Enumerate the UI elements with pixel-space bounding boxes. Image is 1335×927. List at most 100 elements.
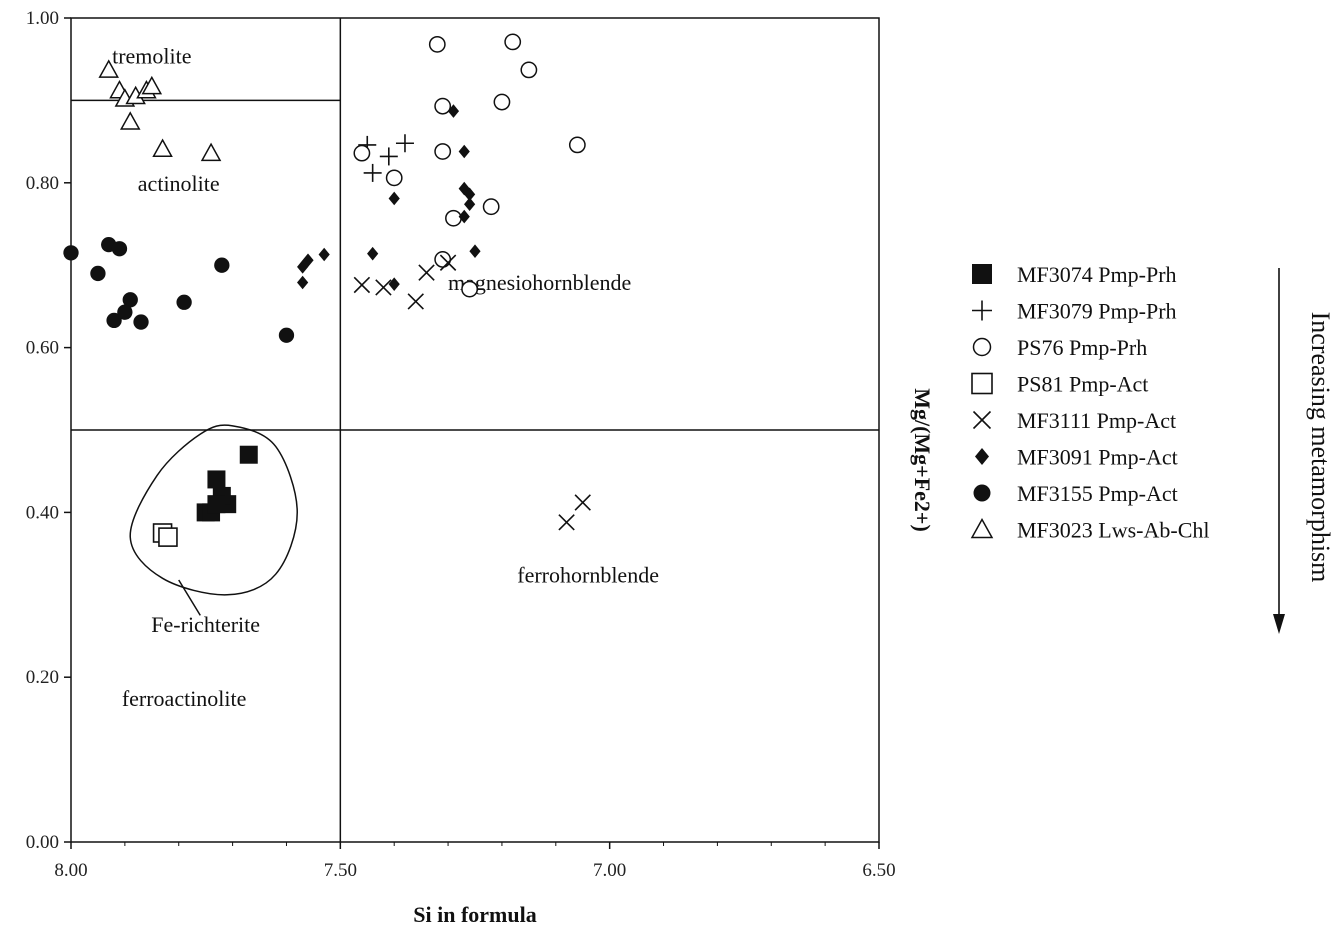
data-point xyxy=(418,264,435,281)
x-axis-title: Si in formula xyxy=(413,902,536,927)
series-plus xyxy=(358,134,414,182)
open-triangle-mark xyxy=(970,517,994,539)
data-point xyxy=(407,293,424,310)
y-tick-label: 0.40 xyxy=(26,502,59,523)
filled-diamond-mark xyxy=(388,191,400,206)
data-point xyxy=(176,294,192,310)
field-label: magnesiohornblende xyxy=(448,270,631,295)
x-tick-label: 7.00 xyxy=(593,860,626,881)
filled-diamond-mark xyxy=(464,187,476,202)
legend-marker xyxy=(972,410,992,430)
legend-entry-label: MF3111 Pmp-Act xyxy=(1017,408,1176,433)
filled-diamond-mark xyxy=(367,246,379,261)
open-triangle-mark xyxy=(200,142,222,162)
filled-circle-mark xyxy=(278,327,295,343)
field-labels: tremolite actinolite magnesiohornblende fer… xyxy=(112,43,659,711)
data-point xyxy=(239,445,258,464)
filled-diamond-mark xyxy=(302,253,314,268)
series-filled-diamond xyxy=(297,104,481,291)
data-point xyxy=(117,304,133,320)
legend-marker xyxy=(970,517,994,539)
y-tick-label: 0.00 xyxy=(26,832,59,853)
series-cross xyxy=(353,254,591,531)
x-tick-label: 6.50 xyxy=(862,860,895,881)
fe-richterite-outline xyxy=(129,424,298,596)
data-point xyxy=(133,314,149,330)
filled-square-mark xyxy=(239,445,258,464)
cross-b xyxy=(439,254,457,271)
cross-b xyxy=(418,264,435,281)
filled-square-mark xyxy=(972,264,992,284)
plot-frame xyxy=(70,17,880,843)
series-open-square xyxy=(152,523,178,547)
filled-diamond-mark xyxy=(297,275,309,290)
legend-entry-label: PS76 Pmp-Prh xyxy=(1017,335,1147,360)
data-point xyxy=(458,181,470,196)
legend-entry-label: PS81 Pmp-Act xyxy=(1017,372,1148,397)
data-point xyxy=(158,527,178,547)
data-point xyxy=(464,197,476,212)
legend: MF3074 Pmp-Prh MF3079 Pmp-Prh PS76 Pmp-Prh… xyxy=(970,262,1210,543)
fe-richterite-leader xyxy=(178,579,201,616)
open-triangle-mark xyxy=(152,138,173,157)
filled-diamond-mark xyxy=(975,448,989,465)
data-point xyxy=(434,97,452,115)
filled-diamond-mark xyxy=(458,181,470,196)
open-square-mark xyxy=(971,372,993,395)
data-point xyxy=(106,312,122,329)
y-tick-label: 1.00 xyxy=(26,8,59,29)
data-point xyxy=(90,265,106,282)
cross-b xyxy=(558,514,575,531)
data-point xyxy=(367,246,379,261)
data-point xyxy=(464,187,476,202)
legend-marker xyxy=(975,448,989,465)
increasing-metamorphism-label: Increasing metamorphism xyxy=(1306,312,1335,583)
data-point xyxy=(439,254,457,271)
y-tick-label: 0.20 xyxy=(26,667,59,688)
open-circle-mark xyxy=(520,61,538,79)
data-point xyxy=(458,144,470,159)
legend-entry-label: MF3155 Pmp-Act xyxy=(1017,481,1178,506)
data-point xyxy=(200,142,222,162)
filled-square-mark xyxy=(207,495,226,514)
data-point xyxy=(302,253,314,268)
data-point xyxy=(122,292,138,308)
series-open-circle xyxy=(353,33,586,298)
data-point xyxy=(493,93,511,111)
filled-circle-mark xyxy=(973,484,991,502)
data-point xyxy=(458,209,470,224)
filled-diamond-mark xyxy=(458,209,470,224)
data-point xyxy=(353,144,371,162)
legend-entry-label: MF3091 Pmp-Act xyxy=(1017,445,1178,470)
legend-entry-label: MF3074 Pmp-Prh xyxy=(1017,262,1177,287)
legend-marker xyxy=(972,300,992,321)
cross-b xyxy=(574,494,591,511)
y-tick-label: 0.80 xyxy=(26,173,59,194)
filled-circle-mark xyxy=(111,241,128,257)
legend-marker xyxy=(972,337,992,357)
series-open-triangle xyxy=(98,59,222,162)
cross-b xyxy=(972,410,992,430)
data-point xyxy=(574,494,591,511)
filled-diamond-mark xyxy=(469,244,481,258)
data-point xyxy=(214,257,230,273)
filled-square-mark xyxy=(207,470,226,489)
legend-entry-label: MF3079 Pmp-Prh xyxy=(1017,299,1177,324)
open-circle-mark xyxy=(493,93,511,111)
filled-circle-mark xyxy=(90,265,106,282)
field-label: Fe-richterite xyxy=(151,612,260,637)
cross-b xyxy=(375,279,392,296)
data-points xyxy=(63,33,591,547)
legend-marker xyxy=(972,264,992,284)
open-circle-mark xyxy=(972,337,992,357)
data-point xyxy=(375,279,392,296)
filled-circle-mark xyxy=(214,257,230,273)
filled-diamond-mark xyxy=(458,144,470,159)
filled-circle-mark xyxy=(176,294,192,310)
filled-diamond-mark xyxy=(297,260,309,274)
data-point xyxy=(207,495,226,514)
open-circle-mark xyxy=(385,169,403,187)
legend-entry-label: MF3023 Lws-Ab-Chl xyxy=(1017,518,1210,543)
data-point xyxy=(395,134,414,153)
